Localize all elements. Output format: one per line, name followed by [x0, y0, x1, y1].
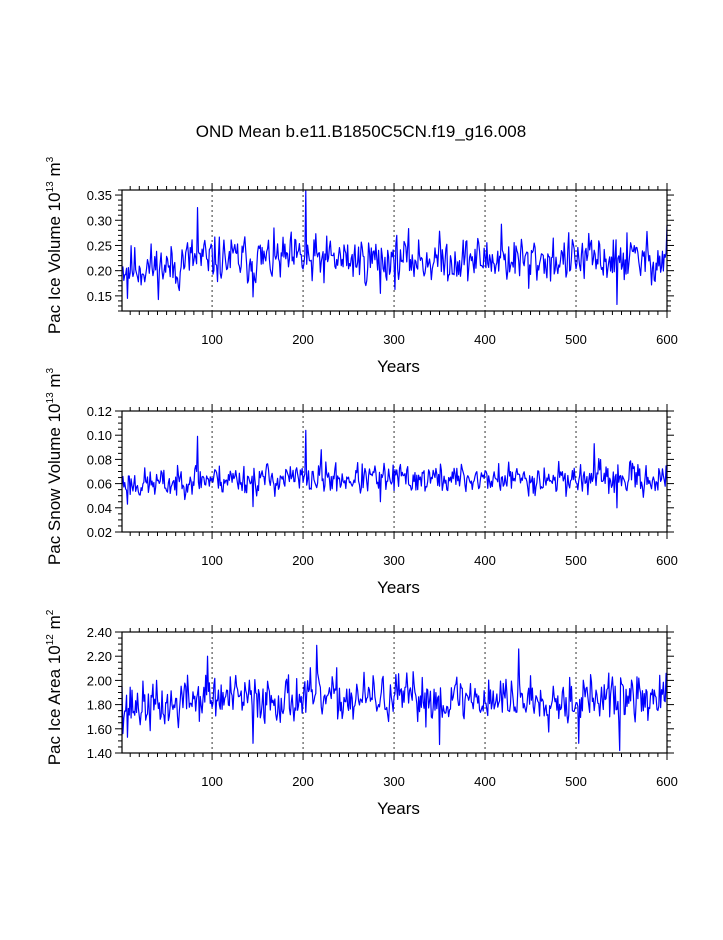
x-tick-label: 400	[474, 553, 496, 568]
series-line	[121, 190, 668, 306]
chart-panel-2: 100 200 300 400 500 600 0.02 0.04 0.06 0.08 0.10 0.…	[45, 367, 678, 597]
series-line	[121, 644, 668, 752]
y-tick-label: 0.15	[87, 289, 112, 304]
x-tick-label: 400	[474, 774, 496, 789]
y-tick-label: 0.10	[87, 428, 112, 443]
y-axis-label: Pac Snow Volume 1013 m3	[45, 367, 64, 565]
figure-title: OND Mean b.e11.B1850C5CN.f19_g16.008	[196, 122, 526, 141]
x-tick-label: 600	[656, 553, 678, 568]
x-tick-label: 400	[474, 332, 496, 347]
y-tick-label: 0.04	[87, 501, 112, 516]
chart-panel-3: 100 200 300 400 500 600 1.40 1.60 1.80 2.00 2.20 2.…	[45, 609, 678, 818]
x-tick-label: 100	[201, 553, 223, 568]
x-tick-label: 200	[292, 332, 314, 347]
x-tick-label: 300	[383, 553, 405, 568]
x-tick-label: 500	[565, 553, 587, 568]
y-tick-label: 2.20	[87, 649, 112, 664]
x-tick-label: 500	[565, 332, 587, 347]
x-tick-label: 600	[656, 774, 678, 789]
chart-panel-1: 100 200 300 400 500 600 0.15 0.20 0.25 0.30 0.35 Ye…	[45, 156, 678, 376]
y-axis-label: Pac Ice Volume 1013 m3	[45, 156, 64, 334]
y-axis-label: Pac Ice Area 1012 m2	[45, 609, 64, 765]
x-tick-label: 200	[292, 774, 314, 789]
y-tick-label: 0.30	[87, 213, 112, 228]
x-tick-label: 300	[383, 332, 405, 347]
x-axis-label: Years	[377, 357, 420, 376]
x-tick-label: 500	[565, 774, 587, 789]
x-axis-label: Years	[377, 578, 420, 597]
x-tick-label: 100	[201, 774, 223, 789]
series-line	[121, 429, 668, 509]
y-tick-label: 0.20	[87, 264, 112, 279]
y-tick-label: 0.06	[87, 477, 112, 492]
x-tick-label: 300	[383, 774, 405, 789]
x-tick-label: 100	[201, 332, 223, 347]
y-tick-label: 1.40	[87, 746, 112, 761]
y-tick-label: 0.12	[87, 404, 112, 419]
y-tick-label: 0.35	[87, 188, 112, 203]
panels: 100 200 300 400 500 600 0.15 0.20 0.25 0.30 0.35 Ye…	[45, 156, 678, 818]
y-tick-label: 1.60	[87, 722, 112, 737]
x-tick-label: 600	[656, 332, 678, 347]
y-tick-label: 0.08	[87, 452, 112, 467]
y-tick-label: 1.80	[87, 698, 112, 713]
y-tick-label: 0.25	[87, 238, 112, 253]
y-tick-label: 2.40	[87, 625, 112, 640]
y-tick-label: 0.02	[87, 525, 112, 540]
y-tick-label: 2.00	[87, 673, 112, 688]
x-tick-label: 200	[292, 553, 314, 568]
x-axis-label: Years	[377, 799, 420, 818]
